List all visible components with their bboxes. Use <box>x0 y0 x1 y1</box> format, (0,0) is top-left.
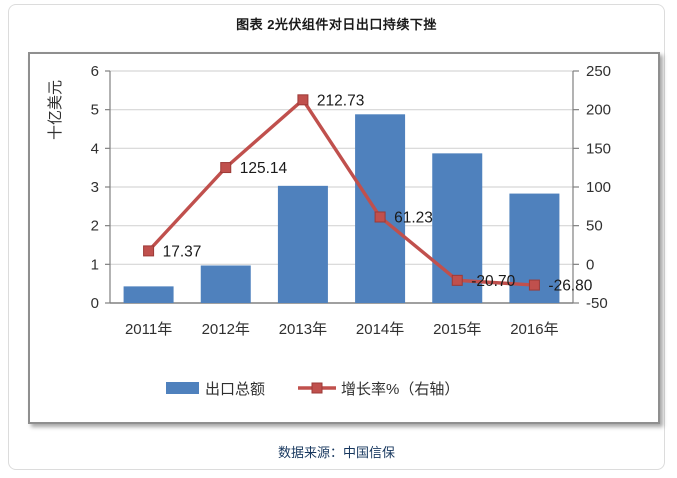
right-axis-tick-label: 0 <box>586 256 594 273</box>
data-source-caption: 数据来源：中国信保 <box>277 445 395 460</box>
left-axis-tick-label: 2 <box>91 218 99 235</box>
point-label: 125.14 <box>240 160 288 177</box>
left-axis-tick-label: 6 <box>91 63 99 80</box>
right-axis-tick-label: 150 <box>586 140 611 157</box>
y-axis-title: 十亿美元 <box>47 80 64 140</box>
left-axis-tick-label: 1 <box>91 256 99 273</box>
page-card: 图表 2光伏组件对日出口持续下挫 0 1 2 3 4 5 6 -50 0 50 100 150 200 2… <box>8 4 665 470</box>
bar-2014年 <box>355 114 406 303</box>
line-marker-2016年 <box>528 279 540 291</box>
line-marker-2015年 <box>451 274 463 286</box>
x-axis-label: 2012年 <box>202 321 250 338</box>
left-axis-tick-label: 5 <box>91 102 99 119</box>
bar-2012年 <box>200 265 251 303</box>
legend-line-marker <box>311 382 323 394</box>
x-axis-label: 2011年 <box>125 321 172 338</box>
legend-line-label: 增长率%（右轴） <box>341 381 459 398</box>
chart-svg: 0 1 2 3 4 5 6 -50 0 50 100 150 200 250 2011年 2012年 2013年… <box>47 63 611 398</box>
right-axis-tick-label: -50 <box>586 295 608 312</box>
growth-line <box>147 97 535 287</box>
line-marker-2013年 <box>297 94 309 106</box>
chart-frame: 0 1 2 3 4 5 6 -50 0 50 100 150 200 250 2011年 2012年 2013年… <box>28 52 660 424</box>
point-label: -26.80 <box>548 278 592 295</box>
line-marker-2014年 <box>374 211 386 223</box>
legend-bar-swatch <box>166 382 199 394</box>
bar-2013年 <box>277 185 328 303</box>
left-axis-tick-label: 4 <box>91 140 99 157</box>
line-marker-2012年 <box>220 162 232 174</box>
left-axis-tick-label: 0 <box>91 295 99 312</box>
chart-title: 图表 2光伏组件对日出口持续下挫 <box>236 17 437 32</box>
point-label: 212.73 <box>317 92 364 109</box>
line-marker-2011年 <box>143 245 155 257</box>
right-axis-tick-label: 250 <box>586 63 611 80</box>
right-axis-tick-label: 200 <box>586 102 611 119</box>
point-label: 61.23 <box>394 209 433 226</box>
x-axis-label: 2015年 <box>433 321 481 338</box>
legend-bar-label: 出口总额 <box>205 381 265 398</box>
x-axis-label: 2014年 <box>356 321 404 338</box>
point-label: 17.37 <box>163 243 202 260</box>
point-label: -20.70 <box>471 273 515 290</box>
bar-2011年 <box>123 286 174 303</box>
left-axis-tick-label: 3 <box>91 179 99 196</box>
x-axis-label: 2016年 <box>510 321 558 338</box>
right-axis-tick-label: 50 <box>586 218 603 235</box>
x-axis-label: 2013年 <box>279 321 327 338</box>
right-axis-tick-label: 100 <box>586 179 611 196</box>
